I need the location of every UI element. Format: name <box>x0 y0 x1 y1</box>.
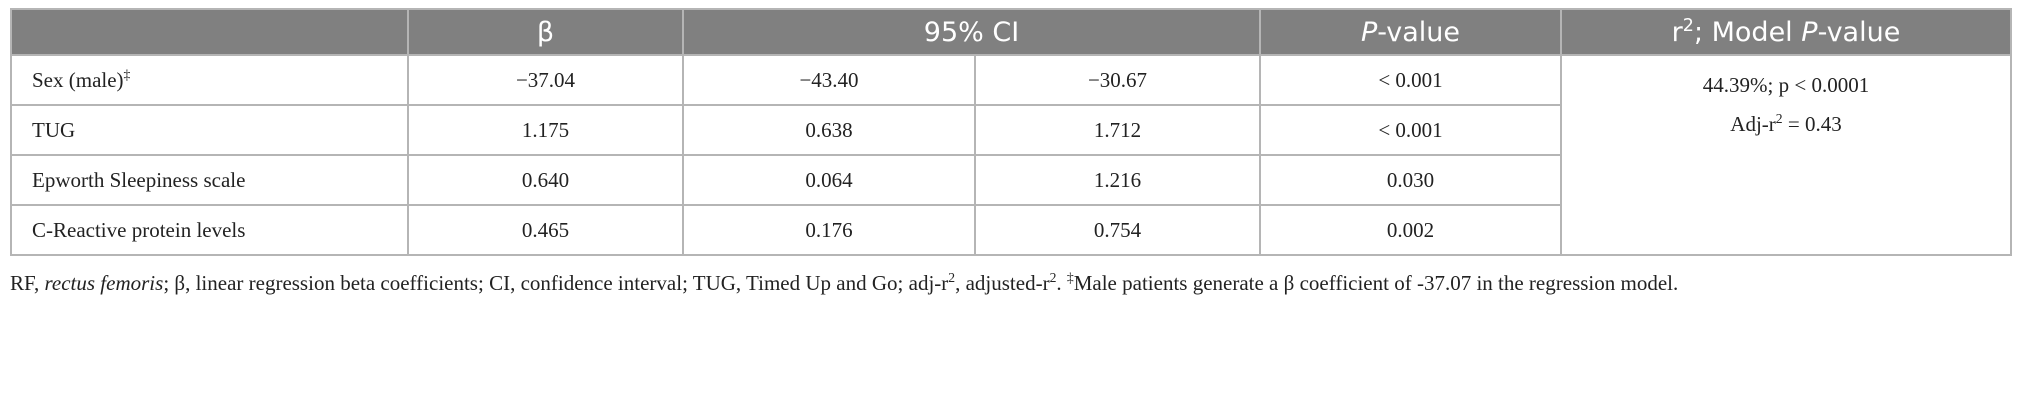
table-row: C-Reactive protein levels 0.465 0.176 0.754… <box>10 204 2011 256</box>
value-cell: 1.216 <box>973 154 1262 206</box>
footnote-text: ; β, linear regression beta coefficients… <box>163 271 949 295</box>
footnote-text: 2 <box>948 270 956 285</box>
value-cell: 0.638 <box>682 104 976 156</box>
row-label-text: Epworth Sleepiness scale <box>32 167 246 192</box>
header-cell: 95% CI <box>681 8 1262 56</box>
value-cell: −37.04 <box>407 54 684 106</box>
header-cell: r2; Model P-value <box>1560 8 2013 56</box>
model-text: Adj-r <box>1730 112 1776 136</box>
footnote-text: 2 <box>1049 270 1057 285</box>
row-label: Epworth Sleepiness scale <box>10 154 409 206</box>
header-cell: β <box>407 8 684 56</box>
value-cell: 0.754 <box>973 204 1262 256</box>
header-cell <box>10 8 409 56</box>
regression-table: β 95% CI P-value r2; Model P-value Sex (… <box>10 8 2013 256</box>
header-text: P <box>1801 17 1818 48</box>
row-label-text: ‡ <box>123 67 131 82</box>
table-body: Sex (male)‡ −37.04 −43.40 −30.67 < 0.001 44.3… <box>10 54 2013 256</box>
value-cell: 1.712 <box>973 104 1262 156</box>
header-text: β <box>536 16 555 48</box>
value-cell: 0.640 <box>407 154 684 206</box>
row-label-text: C-Reactive protein levels <box>32 217 246 242</box>
row-label-text: TUG <box>32 117 76 142</box>
footnote-text: , adjusted-r <box>955 271 1050 295</box>
header-text: P <box>1360 16 1378 48</box>
row-label: C-Reactive protein levels <box>10 204 409 256</box>
value-cell: 0.002 <box>1259 204 1563 256</box>
header-text: -value <box>1377 16 1461 48</box>
value-cell: 0.465 <box>407 204 684 256</box>
footnote-text: RF, <box>10 271 45 295</box>
header-text: -value <box>1817 17 1901 48</box>
row-label: Sex (male)‡ <box>10 54 409 106</box>
header-text: r <box>1671 17 1683 48</box>
model-cell: 44.39%; p < 0.0001 Adj-r2 = 0.43 <box>1560 54 2013 256</box>
footnote-text: rectus femoris <box>44 271 164 295</box>
footnote: RF, rectus femoris; β, linear regression… <box>10 262 2005 299</box>
footnote-text: ‡ <box>1066 270 1074 285</box>
value-cell: < 0.001 <box>1259 104 1563 156</box>
table-row: TUG 1.175 0.638 1.712 < 0.001 <box>10 104 2011 156</box>
header-text: 2 <box>1682 16 1694 36</box>
value-cell: −30.67 <box>973 54 1262 106</box>
table-row: Epworth Sleepiness scale 0.640 0.064 1.216 0… <box>10 154 2011 206</box>
value-cell: 0.064 <box>682 154 976 206</box>
row-label-text: Sex (male) <box>32 68 124 92</box>
value-cell: < 0.001 <box>1259 54 1563 106</box>
footnote-text: . <box>1056 271 1067 295</box>
table-row: Sex (male)‡ −37.04 −43.40 −30.67 < 0.001 44.3… <box>10 54 2013 256</box>
footnote-text: Male patients generate a β coefficient o… <box>1073 271 1679 295</box>
model-text: 2 <box>1775 111 1783 126</box>
model-text: 44.39%; p < 0.0001 <box>1702 73 1870 97</box>
row-label: TUG <box>10 104 409 156</box>
header-row: β 95% CI P-value r2; Model P-value <box>10 8 2013 56</box>
model-text: = 0.43 <box>1782 112 1842 136</box>
value-cell: −43.40 <box>682 54 976 106</box>
header-cell: P-value <box>1259 8 1563 56</box>
header-text: 95% CI <box>923 16 1020 48</box>
value-cell: 1.175 <box>407 104 684 156</box>
value-cell: 0.176 <box>682 204 976 256</box>
value-cell: 0.030 <box>1259 154 1563 206</box>
header-text: ; Model <box>1693 17 1802 48</box>
